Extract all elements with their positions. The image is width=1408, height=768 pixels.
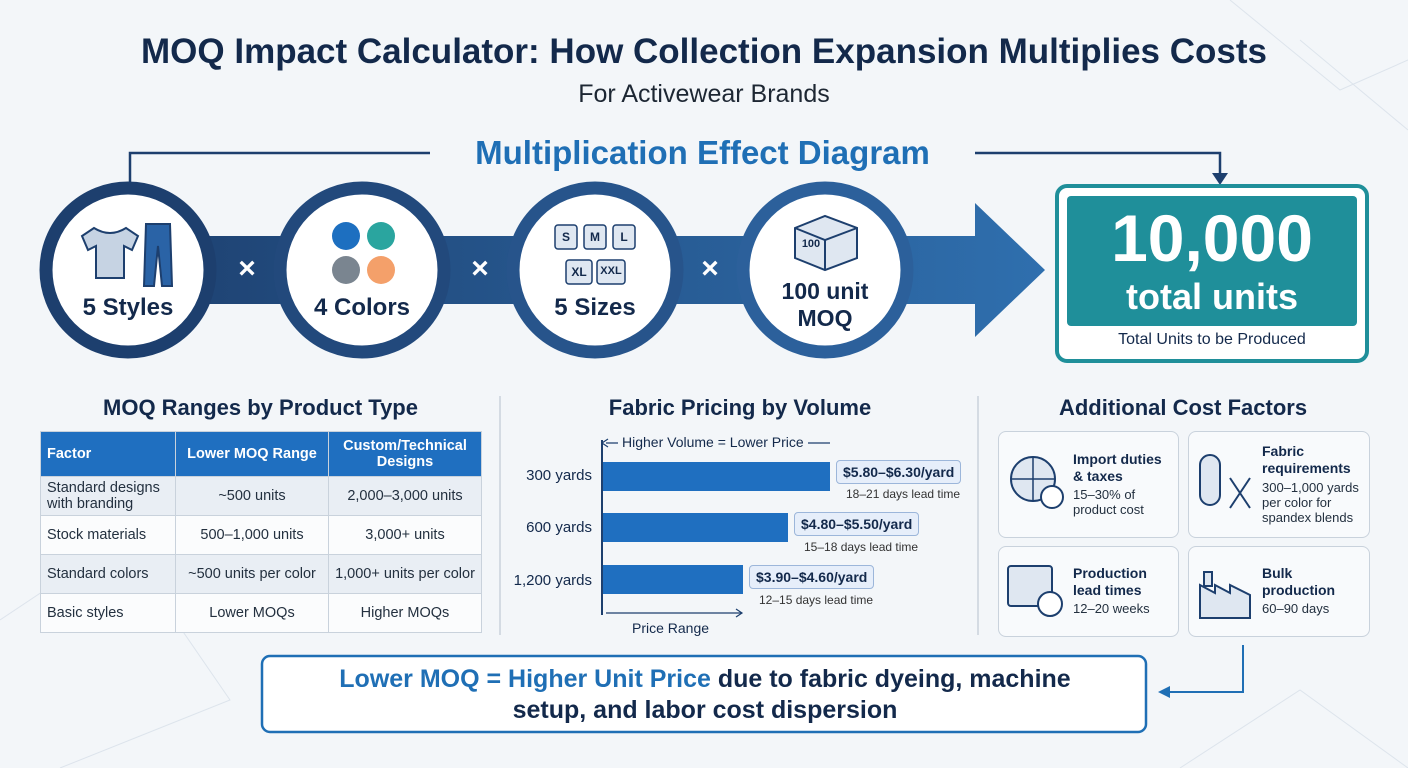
lead-time: 15–18 days lead time: [804, 540, 919, 554]
price-label: $4.80–$5.50/yard: [794, 512, 920, 536]
cost-detail: 12–20 weeks: [1073, 601, 1150, 616]
volume-label: 1,200 yards: [513, 572, 592, 589]
table-cell: 3,000+ units: [328, 515, 482, 555]
shape: [565, 259, 593, 285]
cost-detail: 15–30% of product cost: [1073, 487, 1144, 517]
table-cell: Custom/Technical Designs: [328, 431, 482, 477]
size-tag: XL: [571, 265, 587, 279]
subtitle: For Activewear Brands: [578, 80, 830, 108]
factor-label: 5 Sizes: [554, 294, 636, 321]
table-cell: Lower MOQs: [175, 593, 329, 633]
cost-title: Bulk production: [1262, 565, 1336, 598]
table-cell: Stock materials: [40, 515, 176, 555]
factor-label: 5 Styles: [82, 294, 174, 321]
table-cell: Factor: [40, 431, 176, 477]
factor-label: 100 unit MOQ: [781, 278, 869, 331]
operator: ×: [471, 252, 489, 285]
shape: Standard colors ~500 units per color 1,000…: [40, 554, 482, 594]
shape: [583, 224, 607, 250]
shape: [39, 181, 217, 359]
volume-label: 300 yards: [526, 467, 592, 484]
result-unit: total units: [1126, 276, 1298, 317]
shape: [273, 181, 451, 359]
shape: Factor Lower MOQ Range Custom/Technical De…: [40, 431, 482, 633]
table-cell: Higher MOQs: [328, 593, 482, 633]
shape: [596, 259, 626, 285]
shape: [332, 256, 360, 284]
shape: [332, 222, 360, 250]
shape: [367, 222, 395, 250]
shape: [128, 151, 1222, 185]
footer-note: Lower MOQ = Higher Unit Price due to fab…: [330, 664, 1080, 726]
shape: [603, 462, 830, 491]
shape: [600, 438, 744, 618]
axis-label: Price Range: [632, 620, 710, 636]
shape: [1212, 173, 1228, 185]
size-tag: XXL: [600, 265, 622, 277]
shape: Stock materials 500–1,000 units 3,000+ uni…: [40, 515, 482, 555]
cost-title: Production lead times: [1073, 565, 1147, 598]
table-cell: Basic styles: [40, 593, 176, 633]
footer-highlight: Lower MOQ = Higher Unit Price: [339, 665, 711, 693]
table-cell: ~500 units per color: [175, 554, 329, 594]
box-label: 100: [801, 238, 821, 250]
trend-label: Higher Volume = Lower Price: [618, 434, 808, 450]
factor-label: 4 Colors: [313, 294, 411, 321]
shape: [603, 462, 830, 594]
table-cell: 2,000–3,000 units: [328, 476, 482, 516]
table-cell: Standard designs with branding: [40, 476, 176, 516]
volume-label: 600 yards: [526, 519, 592, 536]
shape: [603, 513, 788, 542]
shape: [603, 565, 743, 594]
price-label: $3.90–$4.60/yard: [749, 565, 875, 589]
shape: [1168, 645, 1244, 693]
lead-time: 18–21 days lead time: [846, 487, 961, 501]
table-cell: Standard colors: [40, 554, 176, 594]
shape: [1158, 686, 1170, 698]
shape: Standard designs with branding ~500 units…: [40, 476, 482, 516]
cost-detail: 300–1,000 yards per color for spandex bl…: [1262, 480, 1359, 525]
operator: ×: [701, 252, 719, 285]
price-label: $5.80–$6.30/yard: [836, 460, 962, 484]
size-tag: M: [590, 230, 600, 244]
shape: [1067, 196, 1357, 326]
table-cell: 500–1,000 units: [175, 515, 329, 555]
table-cell: 1,000+ units per color: [328, 554, 482, 594]
result-caption: Total Units to be Produced: [1118, 331, 1306, 348]
diagram-title: Multiplication Effect Diagram: [475, 134, 930, 171]
section-title: Additional Cost Factors: [1058, 395, 1308, 420]
footer-text: due to fabric dyeing, machine setup, and…: [512, 665, 1071, 724]
shape: Basic styles Lower MOQs Higher MOQs: [40, 593, 482, 633]
cost-title: Fabric requirements: [1262, 443, 1351, 476]
shape: [260, 654, 1148, 734]
shape: [499, 396, 979, 635]
size-tag: L: [620, 230, 628, 244]
shape: [142, 223, 174, 287]
table-cell: Lower MOQ Range: [175, 431, 329, 477]
table-cell: ~500 units: [175, 476, 329, 516]
operator: ×: [238, 252, 256, 285]
shape: [506, 181, 684, 359]
result-value: 10,000: [1111, 201, 1313, 275]
section-title: Fabric Pricing by Volume: [608, 395, 872, 420]
shape: [80, 226, 140, 279]
shape: [554, 224, 636, 285]
cost-detail: 60–90 days: [1262, 601, 1330, 616]
size-tag: S: [561, 230, 570, 244]
shape: [794, 227, 858, 270]
shape: [612, 224, 636, 250]
shape: Factor Lower MOQ Range Custom/Technical De…: [40, 431, 482, 477]
cost-title: Import duties & taxes: [1073, 451, 1162, 484]
title: MOQ Impact Calculator: How Collection Ex…: [141, 32, 1267, 71]
shape: [367, 256, 395, 284]
shape: [554, 224, 578, 250]
moq-table: Factor Lower MOQ Range Custom/Technical De…: [40, 431, 482, 633]
lead-time: 12–15 days lead time: [759, 593, 874, 607]
section-title: MOQ Ranges by Product Type: [103, 395, 418, 420]
